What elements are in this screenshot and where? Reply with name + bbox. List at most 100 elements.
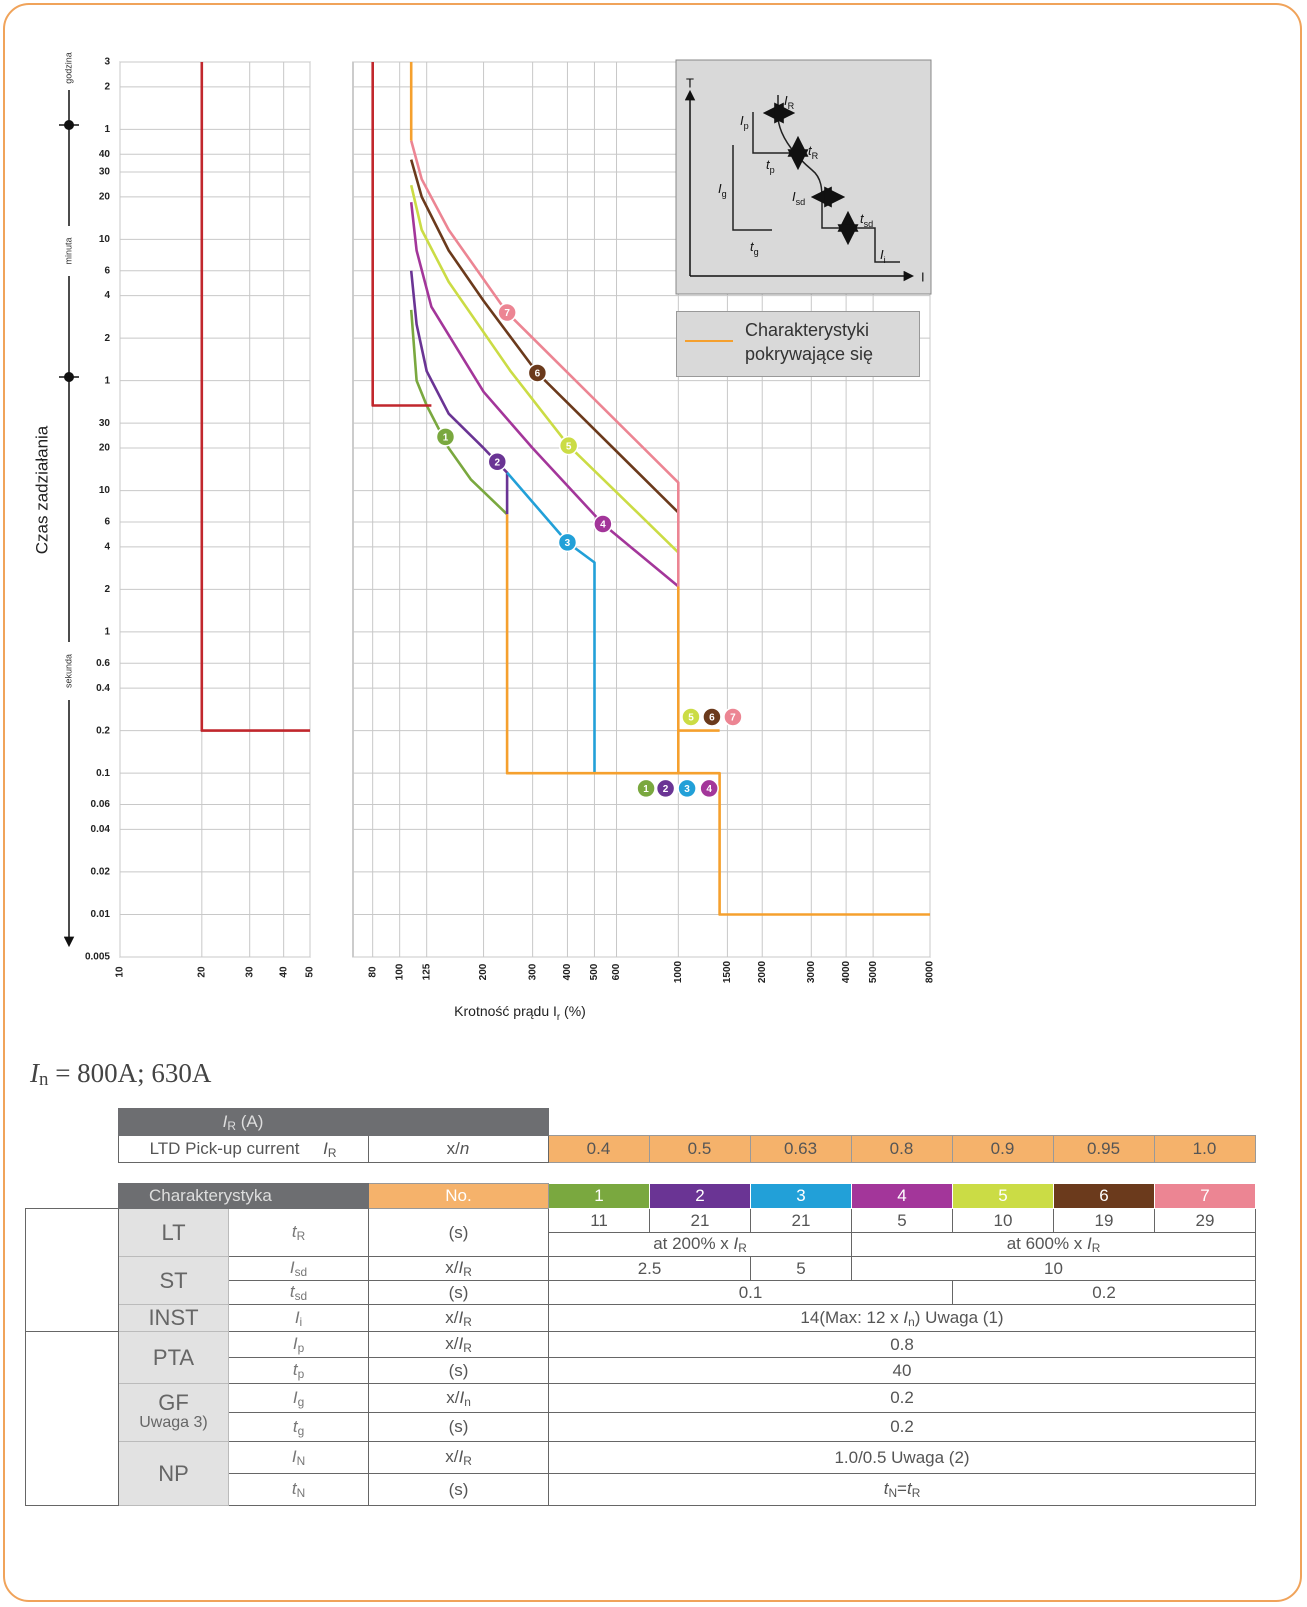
text-run: I [289,1258,295,1277]
series-line [409,62,930,916]
text-run: g [722,189,727,199]
x-tick-label: 4000 [841,960,852,983]
y-tick-label: 1 [104,375,110,386]
table-cell: 0.9 [951,1135,1054,1163]
curve-marker [593,514,613,534]
y-tick-label: 30 [99,418,111,429]
series-line [409,202,680,588]
inset-label: tp [766,157,775,175]
curve-marker-label: 6 [709,713,715,724]
table-cell: IR (A) [117,1108,369,1136]
table-cell: 0.63 [749,1135,852,1163]
y-tick-label: 2 [104,333,110,344]
table-cell [25,1331,119,1506]
y-tick-label: 0.005 [85,952,110,963]
table-cell: tN=tR [548,1473,1257,1506]
table-cell: 2.5 [548,1256,752,1281]
text-run: R [463,1265,472,1279]
y-tick-label: 10 [99,234,111,245]
text-run: R [296,1229,306,1243]
x-tick-label: 125 [421,963,432,980]
y-tick-label: 2 [104,584,110,595]
table-cell: 3 [750,1183,853,1209]
curve-marker [557,532,578,553]
text-run: R [788,101,795,111]
table-cell: LTD Pick-up current IR [117,1135,369,1163]
text-run: sd [796,197,806,207]
label: GF [158,1389,189,1415]
text-run: I [458,1258,464,1277]
table-cell: 5 [750,1256,853,1281]
table-cell: 4 [851,1183,954,1209]
unit-label: minuta [63,237,73,264]
inset-label: Ii [880,247,886,265]
y-tick-label: 10 [99,485,111,496]
text-run: n [908,1314,915,1329]
x-tick-label: 40 [278,966,289,978]
x-tick-label: 100 [394,963,405,980]
y-tick-label: 0.06 [91,799,111,810]
curve-marker-label: 4 [600,520,606,531]
curve-marker [527,363,548,383]
table-cell: 5 [952,1183,1055,1209]
text-run: I [718,181,722,196]
curve-marker-label: 3 [684,784,690,795]
table-cell: x/IR [368,1331,550,1358]
series-line [409,184,680,554]
text-run: N [888,1486,898,1500]
text-run: 14(Max: 12 x [800,1307,904,1327]
text-run: t [808,143,813,158]
table-cell: x/In [368,1383,550,1413]
tr: tp (s) 40 [26,1357,1257,1384]
legend: Charakterystyki pokrywające się [676,311,920,377]
tr: INST Ii x/IR 14(Max: 12 x In) Uwaga (1) [26,1304,1257,1332]
y-tick-label: 0.4 [96,683,110,694]
table-cell: tp [227,1357,370,1384]
text-run: N [296,1454,306,1468]
text-run: t [291,1222,297,1241]
text-run: I [323,1138,328,1158]
curve-marker [699,778,719,799]
text-run: n [39,1069,49,1090]
table-cell: at 200% x IR [548,1232,853,1257]
curve-marker-label: 7 [730,713,736,724]
curve-marker-label: 6 [535,369,541,380]
text-run: N [296,1486,306,1500]
curve-marker-label: 1 [443,433,449,444]
text-run: t [883,1479,889,1498]
text-run: x/ [446,1139,460,1158]
y-axis-decoration: godzina minuta sekunda Czas zadziałania [32,46,79,948]
table-cell: INST [118,1304,229,1332]
table-cell: tg [227,1412,370,1442]
tr: LTD Pick-up current IR x/n 0.4 0.5 0.63 0.8… [25,1135,1256,1163]
text-run: (%) [560,1003,586,1019]
text-run: t [292,1360,298,1379]
text-run: ) Uwaga (1) [914,1307,1004,1327]
y-tick-label: 20 [99,443,111,454]
text-run: I [784,93,788,108]
table-cell: x/IR [368,1441,550,1474]
y-tick-label: 6 [104,265,110,276]
x-tick-label: 500 [589,963,600,980]
curve-marker-label: 3 [565,538,571,549]
y-tick-label: 4 [104,541,110,552]
table-cell [25,1208,119,1332]
y-tick-label: 1 [104,627,110,638]
text-run: i [884,255,886,265]
curve-marker [702,707,722,727]
table-cell [25,1109,118,1136]
table-cell: (s) [368,1412,550,1442]
inset-curve [732,145,772,231]
table-cell: 29 [1154,1208,1257,1233]
inset-label: Ip [740,113,749,131]
table-cell: (s) [368,1357,550,1384]
table-cell: 5 [851,1208,954,1233]
y-tick-label: 4 [104,290,110,301]
y-tick-label: 1 [104,124,110,135]
text-run: sd [864,219,874,229]
text-run: R [911,1486,921,1500]
series-line [200,62,310,732]
table-cell [548,1109,649,1136]
table-cell [649,1109,750,1136]
